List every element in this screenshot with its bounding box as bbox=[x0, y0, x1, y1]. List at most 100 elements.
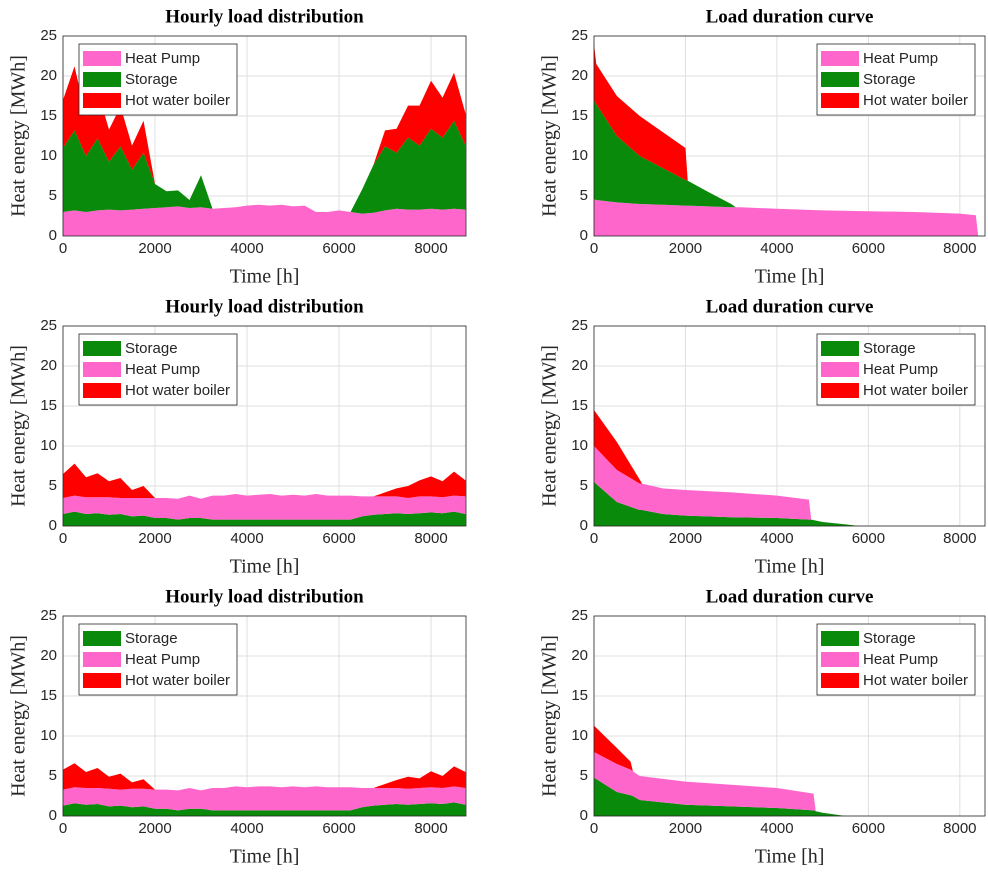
y-tick-label: 5 bbox=[49, 767, 57, 784]
legend-label: Storage bbox=[125, 630, 178, 647]
legend-swatch bbox=[821, 51, 859, 66]
legend-label: Storage bbox=[125, 340, 178, 357]
y-tick-label: 20 bbox=[40, 67, 57, 84]
legend-label: Storage bbox=[125, 71, 178, 88]
area-series bbox=[63, 66, 466, 213]
chart-title: Hourly load distribution bbox=[165, 6, 364, 27]
x-tick-label: 4000 bbox=[230, 240, 263, 257]
y-tick-label: 0 bbox=[580, 517, 588, 534]
x-axis-label: Time [h] bbox=[230, 846, 300, 868]
y-tick-label: 15 bbox=[571, 687, 588, 704]
x-tick-label: 0 bbox=[590, 530, 598, 547]
legend-label: Hot water boiler bbox=[863, 382, 968, 399]
area-series bbox=[63, 463, 466, 499]
x-axis-label: Time [h] bbox=[755, 266, 825, 288]
y-tick-label: 10 bbox=[40, 437, 57, 454]
x-axis-label: Time [h] bbox=[230, 266, 300, 288]
legend-label: Storage bbox=[863, 630, 916, 647]
chart-title: Hourly load distribution bbox=[165, 586, 364, 607]
legend-label: Hot water boiler bbox=[863, 672, 968, 689]
chart-title: Load duration curve bbox=[706, 586, 874, 607]
x-tick-label: 0 bbox=[59, 240, 67, 257]
legend-swatch bbox=[83, 72, 121, 87]
x-tick-label: 4000 bbox=[230, 530, 263, 547]
y-tick-label: 25 bbox=[571, 317, 588, 334]
y-axis-label: Heat energy [MWh] bbox=[539, 635, 561, 797]
axes-box bbox=[593, 615, 986, 817]
x-axis-label: Time [h] bbox=[755, 846, 825, 868]
area-series bbox=[594, 482, 979, 526]
y-tick-label: 10 bbox=[40, 147, 57, 164]
chart-title: Load duration curve bbox=[706, 6, 874, 27]
chart-title: Load duration curve bbox=[706, 296, 874, 317]
y-tick-label: 20 bbox=[40, 357, 57, 374]
y-tick-label: 0 bbox=[49, 227, 57, 244]
legend-label: Heat Pump bbox=[125, 50, 200, 67]
x-tick-label: 8000 bbox=[943, 240, 976, 257]
y-axis-label: Heat energy [MWh] bbox=[8, 55, 30, 217]
legend-label: Hot water boiler bbox=[863, 92, 968, 109]
area-series bbox=[594, 752, 979, 816]
legend-label: Storage bbox=[863, 71, 916, 88]
legend-swatch bbox=[83, 673, 121, 688]
x-tick-label: 2000 bbox=[138, 820, 171, 837]
y-tick-label: 0 bbox=[49, 807, 57, 824]
legend-label: Storage bbox=[863, 340, 916, 357]
axes-box bbox=[62, 35, 467, 237]
legend-label: Heat Pump bbox=[863, 50, 938, 67]
y-tick-label: 10 bbox=[571, 437, 588, 454]
y-tick-label: 20 bbox=[40, 647, 57, 664]
x-tick-label: 2000 bbox=[669, 240, 702, 257]
y-tick-label: 0 bbox=[49, 517, 57, 534]
y-tick-label: 10 bbox=[571, 147, 588, 164]
y-tick-label: 25 bbox=[40, 27, 57, 44]
x-tick-label: 4000 bbox=[760, 530, 793, 547]
area-series bbox=[594, 777, 979, 816]
area-series bbox=[63, 204, 466, 236]
x-tick-label: 0 bbox=[590, 240, 598, 257]
axes-box bbox=[62, 615, 467, 817]
y-axis-label: Heat energy [MWh] bbox=[539, 55, 561, 217]
x-tick-label: 6000 bbox=[322, 820, 355, 837]
legend-swatch bbox=[821, 652, 859, 667]
x-tick-label: 2000 bbox=[138, 240, 171, 257]
area-series bbox=[63, 494, 466, 520]
legend-swatch bbox=[83, 362, 121, 377]
legend-swatch bbox=[821, 673, 859, 688]
y-tick-label: 25 bbox=[571, 27, 588, 44]
legend-swatch bbox=[83, 93, 121, 108]
legend-label: Heat Pump bbox=[125, 361, 200, 378]
x-axis-label: Time [h] bbox=[755, 556, 825, 578]
y-tick-label: 15 bbox=[40, 687, 57, 704]
legend-label: Heat Pump bbox=[125, 651, 200, 668]
y-tick-label: 0 bbox=[580, 807, 588, 824]
y-tick-label: 5 bbox=[49, 477, 57, 494]
y-tick-label: 25 bbox=[40, 317, 57, 334]
y-tick-label: 5 bbox=[580, 767, 588, 784]
axes-box bbox=[593, 35, 986, 237]
y-tick-label: 20 bbox=[571, 357, 588, 374]
legend-label: Heat Pump bbox=[863, 361, 938, 378]
x-tick-label: 8000 bbox=[943, 820, 976, 837]
legend-swatch bbox=[821, 93, 859, 108]
x-tick-label: 0 bbox=[59, 530, 67, 547]
legend-swatch bbox=[83, 652, 121, 667]
legend-swatch bbox=[821, 72, 859, 87]
area-series bbox=[594, 199, 979, 236]
area-series bbox=[594, 44, 979, 236]
y-tick-label: 20 bbox=[571, 67, 588, 84]
x-tick-label: 8000 bbox=[414, 820, 447, 837]
legend-swatch bbox=[83, 341, 121, 356]
x-tick-label: 6000 bbox=[852, 240, 885, 257]
legend-swatch bbox=[821, 383, 859, 398]
x-tick-label: 4000 bbox=[230, 820, 263, 837]
y-tick-label: 15 bbox=[571, 107, 588, 124]
x-tick-label: 8000 bbox=[943, 530, 976, 547]
area-series bbox=[63, 802, 466, 816]
axes-box bbox=[62, 325, 467, 527]
area-series bbox=[63, 786, 466, 811]
y-tick-label: 10 bbox=[571, 727, 588, 744]
y-tick-label: 20 bbox=[571, 647, 588, 664]
y-tick-label: 5 bbox=[49, 187, 57, 204]
y-tick-label: 15 bbox=[40, 107, 57, 124]
